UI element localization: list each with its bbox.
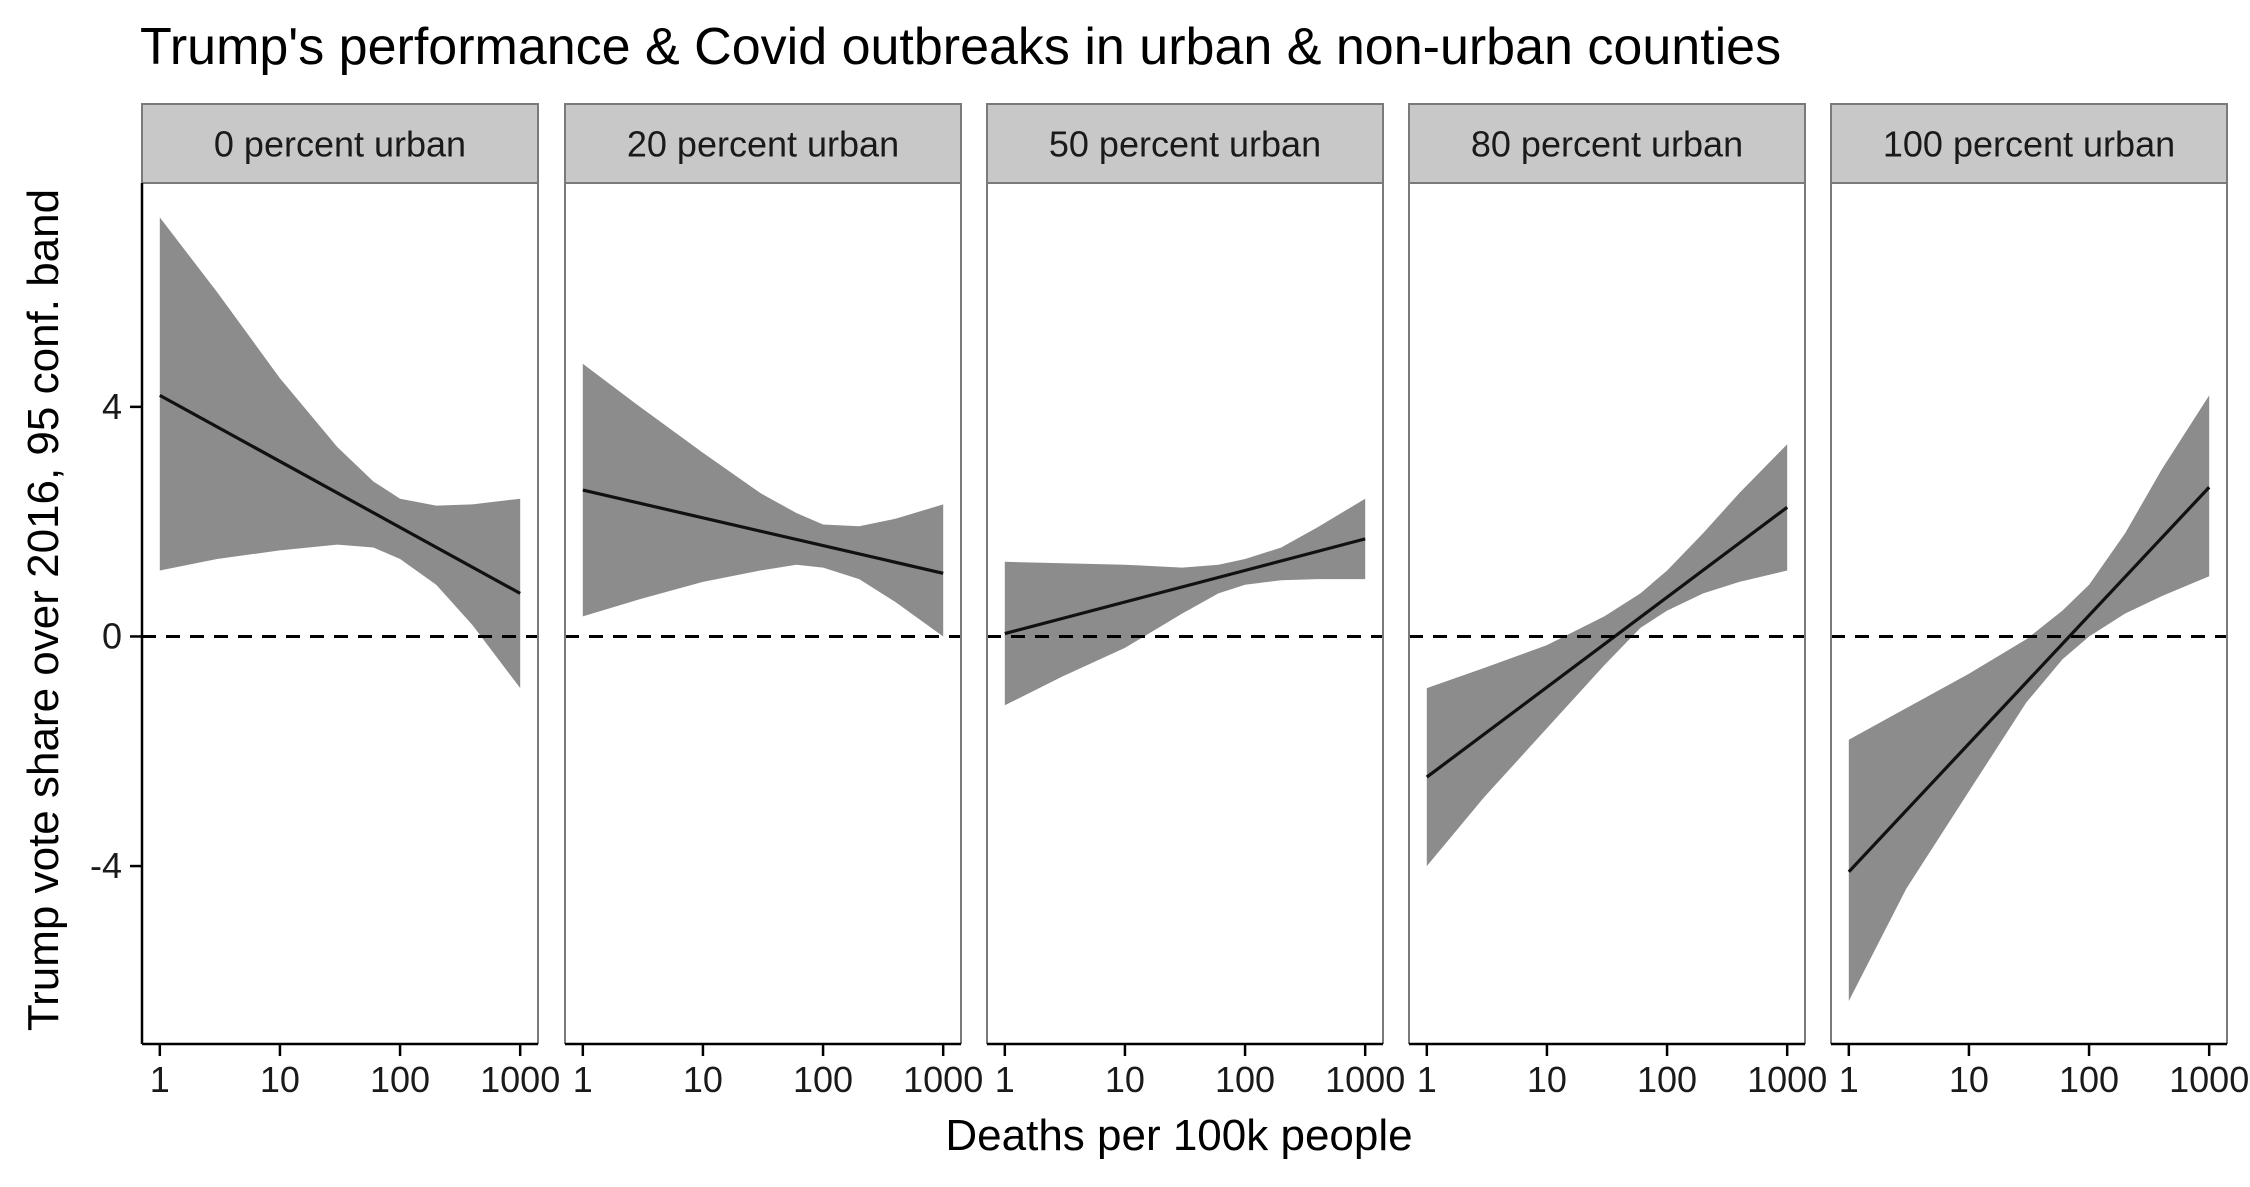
facet-strip-label: 0 percent urban	[214, 124, 466, 165]
confidence-band	[159, 217, 521, 689]
panel-border	[986, 182, 1384, 1044]
fit-line	[159, 393, 521, 595]
confidence-band	[1848, 395, 2210, 1001]
x-tick-label: 10	[1105, 1059, 1145, 1100]
x-tick-label: 100	[370, 1059, 430, 1100]
x-tick-label: 100	[1637, 1059, 1697, 1100]
x-tick-label: 1	[995, 1059, 1015, 1100]
facet-strip-label: 50 percent urban	[1049, 124, 1321, 165]
fit-line	[1847, 486, 2211, 873]
x-tick-label: 1	[1417, 1059, 1437, 1100]
facet-strip	[986, 103, 1384, 184]
facet-strip-label: 80 percent urban	[1471, 124, 1743, 165]
x-tick-label: 10	[683, 1059, 723, 1100]
facet-strip	[1830, 103, 2228, 184]
x-tick-label: 1	[150, 1059, 170, 1100]
facet-panel: 80 percent urban 1 10 100 1000	[1408, 103, 1827, 1100]
x-axis-title: Deaths per 100k people	[945, 1111, 1412, 1160]
x-tick-label: 1	[573, 1059, 593, 1100]
x-tick-label: 1000	[1747, 1059, 1827, 1100]
panel-border	[564, 182, 962, 1044]
confidence-band	[1004, 498, 1366, 706]
x-tick-label: 100	[793, 1059, 853, 1100]
x-tick-label: 1000	[903, 1059, 983, 1100]
y-tick-label: 4	[102, 386, 122, 427]
panel-border	[1830, 182, 2228, 1044]
fit-line	[1004, 537, 1366, 636]
x-tick-label: 10	[1527, 1059, 1567, 1100]
facet-panel: 20 percent urban 1 10 100 1000	[564, 103, 983, 1100]
facet-strip	[1408, 103, 1806, 184]
chart-title: Trump's performance & Covid outbreaks in…	[140, 18, 1781, 76]
panel-border	[1408, 182, 1806, 1044]
facet-strip	[564, 103, 962, 184]
x-tick-label: 100	[1215, 1059, 1275, 1100]
x-tick-label: 1	[1839, 1059, 1859, 1100]
facet-strip	[141, 103, 539, 184]
confidence-band	[582, 363, 944, 637]
x-tick-label: 1000	[480, 1059, 560, 1100]
facet-panel: 100 percent urban 1 10 100 1000	[1830, 103, 2249, 1100]
facet-panel: 50 percent urban 1 10 100 1000	[986, 103, 1405, 1100]
x-tick-label: 100	[2059, 1059, 2119, 1100]
facet-panel: 0 percent urban 1 10 100 1000	[141, 103, 560, 1100]
confidence-band	[1426, 444, 1788, 867]
x-tick-label: 1000	[2169, 1059, 2249, 1100]
facet-strip-label: 100 percent urban	[1883, 124, 2175, 165]
x-tick-label: 1000	[1325, 1059, 1405, 1100]
x-tick-label: 10	[260, 1059, 300, 1100]
y-axis-title: Trump vote share over 2016, 95 conf. ban…	[19, 189, 68, 1031]
fit-line	[1425, 506, 1789, 779]
facet-strip-label: 20 percent urban	[627, 124, 899, 165]
x-tick-label: 10	[1949, 1059, 1989, 1100]
y-axis: -4 0 4	[90, 183, 144, 1044]
y-tick-label: 0	[102, 615, 122, 656]
y-tick-label: -4	[90, 845, 122, 886]
fit-line	[582, 488, 944, 575]
